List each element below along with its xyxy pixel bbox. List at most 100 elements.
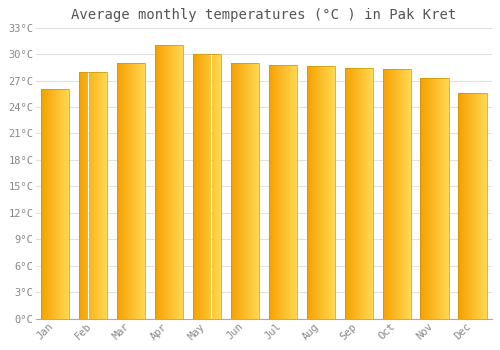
Bar [199, 54, 200, 318]
Bar [467, 93, 468, 318]
Bar [351, 68, 352, 318]
Bar [364, 68, 365, 318]
Bar [195, 54, 196, 318]
Bar [423, 78, 424, 318]
Bar [122, 63, 123, 318]
Bar [232, 63, 233, 318]
Bar [165, 45, 166, 318]
Bar [218, 54, 219, 318]
Bar [331, 65, 332, 319]
Bar [120, 63, 121, 318]
Bar [86, 72, 87, 318]
Bar [330, 65, 331, 319]
Bar [393, 69, 394, 319]
Bar [92, 72, 93, 318]
Bar [430, 78, 432, 318]
Bar [275, 65, 276, 318]
Bar [422, 78, 423, 318]
Bar [407, 69, 408, 319]
Bar [140, 63, 141, 318]
Bar [143, 63, 144, 318]
Bar [474, 93, 475, 318]
Bar [244, 63, 245, 318]
Bar [306, 65, 307, 319]
Bar [61, 89, 62, 318]
Bar [156, 45, 157, 318]
Bar [353, 68, 354, 318]
Bar [230, 63, 259, 318]
Bar [84, 72, 85, 318]
Bar [206, 54, 207, 318]
Bar [131, 63, 132, 318]
Bar [237, 63, 238, 318]
Bar [41, 89, 42, 318]
Bar [219, 54, 220, 318]
Bar [289, 65, 290, 318]
Bar [81, 72, 82, 318]
Bar [162, 45, 164, 318]
Bar [258, 63, 259, 318]
Bar [382, 69, 411, 319]
Bar [466, 93, 467, 318]
Bar [161, 45, 162, 318]
Bar [154, 45, 183, 318]
Bar [97, 72, 98, 318]
Bar [326, 65, 327, 319]
Bar [204, 54, 205, 318]
Bar [446, 78, 448, 318]
Bar [79, 72, 108, 318]
Bar [158, 45, 160, 318]
Bar [280, 65, 281, 318]
Bar [270, 65, 271, 318]
Bar [273, 65, 274, 318]
Bar [476, 93, 477, 318]
Bar [286, 65, 287, 318]
Bar [408, 69, 410, 319]
Bar [420, 78, 449, 318]
Bar [180, 45, 181, 318]
Bar [318, 65, 319, 319]
Bar [177, 45, 178, 318]
Bar [317, 65, 318, 319]
Bar [42, 89, 43, 318]
Bar [400, 69, 402, 319]
Bar [99, 72, 100, 318]
Bar [216, 54, 217, 318]
Bar [69, 89, 70, 318]
Bar [55, 89, 56, 318]
Bar [389, 69, 390, 319]
Bar [41, 89, 70, 318]
Bar [425, 78, 426, 318]
Bar [59, 89, 60, 318]
Bar [44, 89, 45, 318]
Bar [292, 65, 293, 318]
Bar [47, 89, 48, 318]
Bar [355, 68, 356, 318]
Bar [208, 54, 209, 318]
Bar [51, 89, 52, 318]
Bar [82, 72, 83, 318]
Bar [287, 65, 288, 318]
Bar [372, 68, 373, 318]
Bar [125, 63, 126, 318]
Bar [356, 68, 357, 318]
Bar [268, 65, 269, 318]
Bar [253, 63, 254, 318]
Bar [121, 63, 122, 318]
Bar [308, 65, 309, 319]
Bar [458, 93, 487, 318]
Bar [361, 68, 362, 318]
Bar [322, 65, 323, 319]
Bar [410, 69, 411, 319]
Bar [354, 68, 355, 318]
Bar [95, 72, 96, 318]
Bar [312, 65, 313, 319]
Bar [365, 68, 366, 318]
Bar [424, 78, 425, 318]
Bar [481, 93, 482, 318]
Bar [288, 65, 289, 318]
Bar [181, 45, 182, 318]
Bar [367, 68, 368, 318]
Bar [394, 69, 395, 319]
Bar [396, 69, 397, 319]
